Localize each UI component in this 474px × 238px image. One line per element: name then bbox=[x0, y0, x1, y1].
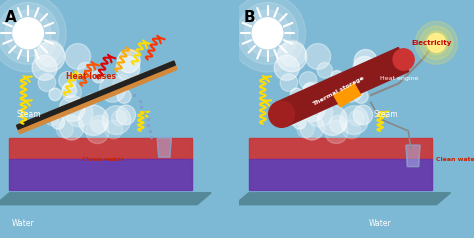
Circle shape bbox=[340, 106, 368, 134]
Circle shape bbox=[59, 115, 84, 140]
Circle shape bbox=[0, 2, 59, 64]
Circle shape bbox=[78, 105, 109, 135]
Circle shape bbox=[287, 113, 300, 126]
Circle shape bbox=[354, 89, 368, 104]
Circle shape bbox=[117, 50, 140, 73]
Circle shape bbox=[49, 88, 61, 101]
Circle shape bbox=[111, 110, 127, 126]
Circle shape bbox=[92, 70, 104, 83]
Circle shape bbox=[62, 83, 77, 98]
Circle shape bbox=[427, 33, 446, 52]
Circle shape bbox=[100, 76, 126, 102]
Polygon shape bbox=[9, 138, 192, 159]
Polygon shape bbox=[276, 48, 409, 126]
Polygon shape bbox=[406, 145, 420, 167]
Polygon shape bbox=[17, 61, 177, 134]
Circle shape bbox=[116, 56, 140, 80]
Circle shape bbox=[297, 120, 314, 138]
Circle shape bbox=[291, 88, 303, 101]
Circle shape bbox=[102, 106, 131, 134]
Circle shape bbox=[393, 49, 414, 70]
Circle shape bbox=[252, 18, 283, 49]
Circle shape bbox=[353, 105, 373, 125]
Circle shape bbox=[425, 31, 448, 55]
Circle shape bbox=[0, 0, 66, 72]
Circle shape bbox=[329, 115, 346, 133]
Circle shape bbox=[86, 120, 109, 144]
Text: A: A bbox=[5, 10, 17, 25]
Text: Heat losses: Heat losses bbox=[66, 72, 116, 81]
Polygon shape bbox=[157, 138, 171, 157]
Polygon shape bbox=[249, 159, 432, 190]
Circle shape bbox=[85, 94, 97, 106]
Circle shape bbox=[300, 96, 325, 121]
Text: Steam: Steam bbox=[17, 110, 41, 119]
Circle shape bbox=[229, 0, 306, 72]
Text: Water: Water bbox=[12, 219, 35, 228]
Circle shape bbox=[65, 99, 93, 127]
Circle shape bbox=[325, 120, 348, 144]
Polygon shape bbox=[9, 159, 192, 190]
Circle shape bbox=[280, 40, 306, 67]
Text: Electricity: Electricity bbox=[411, 40, 452, 46]
Circle shape bbox=[342, 120, 361, 139]
Circle shape bbox=[350, 75, 368, 93]
Circle shape bbox=[46, 113, 58, 126]
Circle shape bbox=[38, 74, 56, 92]
Circle shape bbox=[104, 120, 123, 139]
Text: Clean water: Clean water bbox=[437, 157, 474, 162]
Circle shape bbox=[59, 72, 76, 89]
Polygon shape bbox=[334, 84, 361, 107]
Circle shape bbox=[62, 82, 82, 102]
Text: Water: Water bbox=[368, 219, 391, 228]
Circle shape bbox=[415, 21, 457, 64]
Circle shape bbox=[245, 10, 291, 57]
Circle shape bbox=[52, 116, 64, 129]
Circle shape bbox=[269, 101, 294, 127]
Circle shape bbox=[349, 110, 364, 126]
Text: Steam: Steam bbox=[373, 110, 398, 119]
Circle shape bbox=[324, 94, 337, 106]
Text: Thermal storage: Thermal storage bbox=[311, 76, 365, 107]
Circle shape bbox=[116, 105, 136, 125]
Circle shape bbox=[317, 62, 333, 78]
Circle shape bbox=[35, 41, 65, 72]
Circle shape bbox=[353, 56, 377, 80]
Circle shape bbox=[59, 96, 85, 121]
Circle shape bbox=[293, 116, 306, 129]
Circle shape bbox=[113, 75, 131, 93]
Circle shape bbox=[302, 82, 322, 102]
Circle shape bbox=[56, 120, 73, 138]
Circle shape bbox=[32, 55, 57, 80]
Polygon shape bbox=[17, 61, 175, 129]
Circle shape bbox=[280, 74, 298, 92]
Circle shape bbox=[420, 26, 453, 60]
Circle shape bbox=[274, 55, 299, 80]
Circle shape bbox=[277, 41, 307, 72]
Circle shape bbox=[305, 44, 331, 69]
Circle shape bbox=[13, 18, 44, 49]
Circle shape bbox=[237, 2, 298, 64]
Circle shape bbox=[300, 115, 324, 140]
Polygon shape bbox=[0, 193, 211, 205]
Polygon shape bbox=[235, 193, 450, 205]
Polygon shape bbox=[249, 138, 432, 159]
Circle shape bbox=[337, 76, 364, 102]
Circle shape bbox=[354, 50, 377, 73]
Circle shape bbox=[305, 99, 333, 127]
Circle shape bbox=[65, 44, 91, 69]
Circle shape bbox=[318, 105, 347, 135]
Text: Clean water: Clean water bbox=[82, 157, 124, 162]
Text: B: B bbox=[244, 10, 255, 25]
Circle shape bbox=[5, 10, 51, 57]
Circle shape bbox=[91, 115, 108, 133]
Circle shape bbox=[300, 72, 317, 89]
Circle shape bbox=[331, 70, 343, 83]
Circle shape bbox=[77, 62, 93, 78]
Circle shape bbox=[117, 89, 131, 104]
Circle shape bbox=[303, 83, 317, 98]
Circle shape bbox=[38, 40, 64, 67]
Text: Heat engine: Heat engine bbox=[380, 76, 418, 81]
